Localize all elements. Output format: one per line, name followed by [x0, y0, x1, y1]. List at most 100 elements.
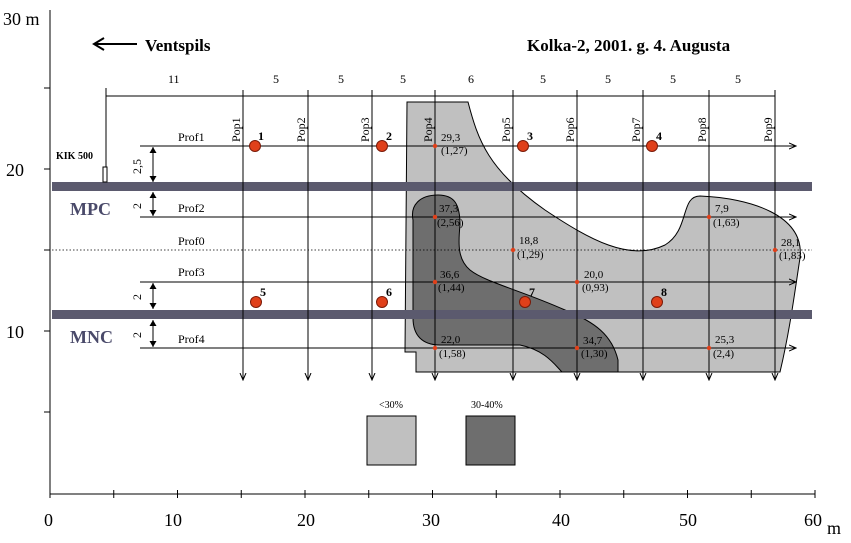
pop-label-7: Pop7 — [629, 117, 643, 142]
measure-value-9: 34,7 — [583, 335, 603, 347]
measure-value-8: 22,0 — [441, 334, 461, 346]
pop-spacing-1: 11 — [168, 72, 180, 86]
measure-sub-7: (0,93) — [582, 282, 609, 294]
station-3 — [517, 140, 529, 152]
station-6 — [376, 296, 388, 308]
measure-value-1: 29,3 — [441, 132, 461, 144]
mpc-label: MPC — [70, 199, 111, 219]
pop-spacing-4: 5 — [400, 72, 406, 86]
pop-spacing-6: 5 — [540, 72, 546, 86]
measure-dot — [772, 247, 778, 253]
prof-spacing-4: 2 — [130, 332, 144, 338]
measure-dot — [432, 279, 438, 285]
y-tick-20: 20 — [6, 160, 24, 180]
pop-spacing-2: 5 — [273, 72, 279, 86]
x-axis-unit: m — [827, 518, 841, 538]
pop-label-9: Pop9 — [761, 117, 775, 142]
legend-swatch-dark — [465, 415, 516, 466]
measure-dot — [432, 143, 438, 149]
measure-sub-4: (1,63) — [713, 217, 740, 229]
station-8 — [651, 296, 663, 308]
station-label-5: 5 — [260, 285, 266, 299]
pop-label-4: Pop4 — [421, 117, 435, 142]
measure-sub-9: (1,30) — [581, 348, 608, 360]
station-5 — [250, 296, 262, 308]
legend-label-dark: 30-40% — [471, 400, 503, 411]
measure-dot — [510, 247, 516, 253]
prof-spacing-2: 2 — [130, 203, 144, 209]
pop-spacing-7: 5 — [605, 72, 611, 86]
station-label-1: 1 — [258, 129, 264, 143]
measure-dot — [574, 345, 580, 351]
station-label-4: 4 — [656, 129, 662, 143]
measure-value-6: 36,6 — [440, 269, 460, 281]
kik500-label: KIK 500 — [56, 151, 93, 162]
measure-sub-5: (1,83) — [779, 250, 806, 262]
station-7 — [519, 296, 531, 308]
measure-dot — [432, 214, 438, 220]
axes — [44, 10, 816, 498]
prof2-label: Prof2 — [178, 201, 205, 215]
measure-sub-3: (1,29) — [517, 249, 544, 261]
pop-label-3: Pop3 — [358, 117, 372, 142]
pop-label-6: Pop6 — [563, 117, 577, 142]
station-1 — [249, 140, 261, 152]
measure-value-3: 18,8 — [519, 235, 539, 247]
stations — [249, 140, 663, 308]
measure-sub-8: (1,58) — [439, 348, 466, 360]
measure-value-10: 25,3 — [715, 334, 735, 346]
station-label-6: 6 — [386, 285, 392, 299]
prof0-label: Prof0 — [178, 234, 205, 248]
pop-spacing-5: 6 — [468, 72, 474, 86]
mnc-label: MNC — [70, 327, 113, 347]
y-tick-10: 10 — [6, 322, 24, 342]
pop-spacing-9: 5 — [735, 72, 741, 86]
station-label-8: 8 — [661, 285, 667, 299]
mpc-line — [52, 182, 812, 191]
prof-spacing-3: 2 — [130, 294, 144, 300]
station-4 — [646, 140, 658, 152]
measure-value-4: 7,9 — [715, 203, 729, 215]
pop-spacing-8: 5 — [670, 72, 676, 86]
legend-swatch-light — [366, 415, 417, 466]
pop-spacing-3: 5 — [338, 72, 344, 86]
pop-label-1: Pop1 — [229, 117, 243, 142]
measure-sub-1: (1,27) — [441, 145, 468, 157]
prof4-label: Prof4 — [178, 332, 205, 346]
x-tick-20: 20 — [297, 510, 315, 530]
x-tick-40: 40 — [552, 510, 570, 530]
direction-label: Ventspils — [145, 36, 211, 55]
station-2 — [376, 140, 388, 152]
measure-value-5: 28,1 — [781, 237, 800, 249]
pop-label-8: Pop8 — [695, 117, 709, 142]
measure-sub-10: (2,4) — [713, 348, 734, 360]
prof-spacing-1: 2,5 — [130, 159, 144, 174]
x-tick-0: 0 — [44, 510, 53, 530]
prof1-label: Prof1 — [178, 130, 205, 144]
x-tick-50: 50 — [679, 510, 697, 530]
y-axis-top-label: 30 m — [3, 9, 40, 29]
mnc-line — [52, 310, 812, 319]
measure-value-7: 20,0 — [584, 269, 604, 281]
prof3-label: Prof3 — [178, 265, 205, 279]
ventspils-direction: Ventspils — [92, 36, 211, 55]
legend — [366, 415, 516, 466]
measure-sub-6: (1,44) — [438, 282, 465, 294]
pop-lines — [243, 96, 775, 380]
measure-dot — [706, 214, 712, 220]
measure-dot — [574, 279, 580, 285]
station-label-7: 7 — [529, 285, 535, 299]
measure-dot — [432, 345, 438, 351]
legend-label-light: <30% — [379, 400, 403, 411]
x-tick-30: 30 — [422, 510, 440, 530]
pop-label-5: Pop5 — [499, 117, 513, 142]
station-label-2: 2 — [386, 129, 392, 143]
measure-dot — [706, 345, 712, 351]
diagram-title: Kolka-2, 2001. g. 4. Augusta — [527, 36, 731, 55]
x-tick-10: 10 — [164, 510, 182, 530]
pop-label-2: Pop2 — [294, 117, 308, 142]
kik500-marker — [102, 166, 108, 183]
measurement-points — [432, 143, 778, 351]
dark-zone-area — [411, 194, 619, 373]
